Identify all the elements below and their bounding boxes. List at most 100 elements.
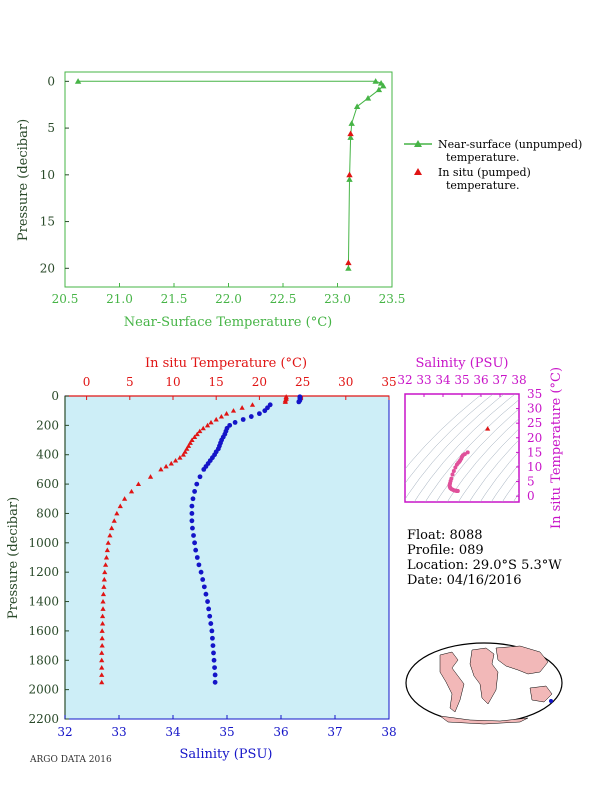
near-surface-unpumped-point — [372, 78, 379, 84]
near-surface-x-tick-label: 21.5 — [161, 292, 188, 306]
salinity-point — [210, 635, 215, 641]
ts-y-tick-label: 20 — [527, 431, 542, 445]
ts-y-tick-label: 25 — [527, 416, 542, 430]
salinity-point — [208, 621, 214, 626]
near-surface-y-tick-label: 20 — [40, 261, 55, 275]
float-info: Float: 8088 Profile: 089 Location: 29.0°… — [407, 528, 562, 588]
salinity-point — [190, 525, 195, 531]
salinity-point — [192, 540, 198, 546]
salinity-point — [206, 606, 212, 612]
temperature-point — [99, 672, 105, 677]
pressure-tick-label: 2000 — [28, 683, 59, 697]
near-surface-chart: 20.5 21.0 21.5 22.0 22.5 23.0 23.5 0 5 10 15 20 Ne… — [16, 71, 582, 330]
temperature-point — [99, 679, 105, 685]
temperature-point — [197, 428, 203, 434]
temperature-tick-label: 15 — [209, 375, 224, 389]
temperature-point — [111, 518, 117, 523]
salinity-point — [191, 533, 196, 538]
ts-density-contour — [405, 394, 494, 484]
ts-x-axis-label: Salinity (PSU) — [416, 356, 509, 371]
ts-x-tick-label: 32 — [397, 373, 412, 387]
temperature-axis-label: In situ Temperature (°C) — [145, 356, 307, 371]
temperature-point — [101, 584, 107, 589]
near-surface-unpumped-point — [364, 94, 372, 101]
near-surface-x-tick-label: 21.0 — [106, 292, 133, 306]
salinity-point — [201, 467, 207, 472]
salinity-point — [211, 650, 216, 656]
near-surface-x-tick-label: 23.5 — [379, 292, 406, 306]
salinity-profile — [189, 394, 303, 685]
temperature-point — [114, 510, 120, 516]
ts-x-tick-label: 38 — [511, 373, 526, 387]
temperature-point — [100, 598, 106, 604]
ts-point — [450, 472, 455, 477]
temperature-point — [189, 437, 195, 442]
salinity-point — [200, 577, 206, 582]
near-surface-y-tick-label: 15 — [40, 215, 55, 229]
temperature-tick-label: 0 — [83, 375, 91, 389]
near-surface-pumped-point — [346, 171, 353, 178]
ts-y-tick-label: 0 — [527, 489, 535, 503]
temperature-point — [184, 446, 190, 451]
near-surface-plot-frame — [64, 71, 393, 288]
ts-density-contour — [424, 399, 519, 502]
ts-density-contours — [405, 394, 519, 502]
salinity-point — [196, 562, 202, 568]
temperature-point — [102, 569, 108, 575]
temperature-point — [230, 408, 237, 413]
near-surface-x-axis-label: Near-Surface Temperature (°C) — [124, 315, 332, 330]
temperature-point — [177, 455, 183, 460]
map-land-americas — [439, 651, 465, 713]
temperature-point — [135, 481, 142, 487]
temperature-point — [99, 650, 105, 655]
ts-density-contour — [413, 394, 516, 502]
salinity-point — [211, 657, 217, 663]
temperature-point — [109, 525, 115, 531]
near-surface-x-tick-label: 23.0 — [324, 292, 351, 306]
salinity-point — [262, 408, 268, 414]
temperature-point — [99, 665, 105, 670]
map-land-asia — [495, 645, 549, 675]
profile-date: Date: 04/16/2016 — [407, 573, 522, 588]
temperature-point — [239, 405, 245, 410]
map-land-europe-africa — [469, 647, 499, 705]
near-surface-x-tick-label: 22.5 — [270, 292, 297, 306]
temperature-point — [117, 503, 123, 509]
near-surface-y-tick-label: 0 — [47, 74, 55, 88]
salinity-point — [201, 584, 207, 590]
salinity-point — [192, 489, 198, 494]
temperature-point — [147, 474, 154, 479]
map-land-antarctica — [439, 715, 529, 725]
ts-point — [485, 426, 491, 431]
near-surface-y-axis-label: Pressure (decibar) — [16, 119, 31, 241]
temperature-tick-label: 20 — [252, 375, 267, 389]
temperature-point — [218, 413, 224, 419]
temperature-point — [163, 463, 169, 469]
near-surface-pumped-point — [345, 259, 352, 266]
ts-x-tick-label: 36 — [473, 373, 488, 387]
pressure-tick-label: 1000 — [28, 536, 59, 550]
near-surface-unpumped-point — [348, 120, 355, 126]
salinity-point — [193, 547, 199, 553]
temperature-point — [99, 657, 105, 663]
salinity-point — [194, 555, 200, 560]
near-surface-series — [74, 78, 387, 271]
salinity-point — [212, 679, 218, 685]
ts-density-contour — [405, 394, 505, 500]
temperature-point — [104, 547, 110, 553]
salinity-tick-label: 38 — [381, 725, 396, 739]
temperature-point — [187, 440, 193, 445]
salinity-point — [209, 628, 215, 634]
temperature-point — [99, 613, 106, 619]
pressure-tick-label: 400 — [36, 448, 59, 462]
pressure-tick-label: 1400 — [28, 595, 59, 609]
legend-label-pumped-2: temperature. — [446, 179, 520, 192]
salinity-point — [198, 569, 204, 575]
salinity-point — [203, 591, 209, 597]
legend-label-unpumped-1: Near-surface (unpumped) — [438, 138, 582, 151]
salinity-point — [240, 417, 246, 422]
ts-density-contour — [457, 428, 519, 502]
ts-x-tick-label: 35 — [454, 373, 469, 387]
ts-y-axis-label: In situ Temperature (°C) — [549, 367, 564, 529]
